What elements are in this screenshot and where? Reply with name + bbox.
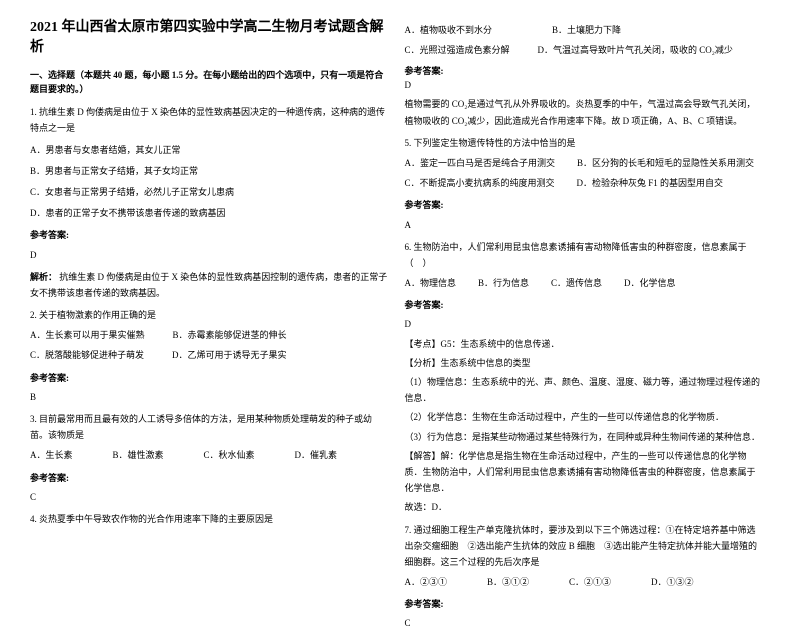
q3-opt-c: C．秋水仙素 [204,447,255,463]
q1-opt-d: D．患者的正常子女不携带该患者传递的致病基因 [30,205,389,221]
question-4-start: 4. 炎热夏季中午导致农作物的光合作用速率下降的主要原因是 [30,511,389,527]
q2-text: 2. 关于植物激素的作用正确的是 [30,307,389,323]
q5-opts-row2: C．不断提高小麦抗病系的纯度用测交 D．检验杂种灰兔 F1 的基因型用自交 [405,175,764,191]
q1-text: 1. 抗维生素 D 佝偻病是由位于 X 染色体的显性致病基因决定的一种遗传病，这… [30,104,389,136]
q2-opt-c: C．脱落酸能够促进种子萌发 [30,347,144,363]
q1-opt-c: C．女患者与正常男子结婚，必然儿子正常女儿患病 [30,184,389,200]
question-1: 1. 抗维生素 D 佝偻病是由位于 X 染色体的显性致病基因决定的一种遗传病，这… [30,104,389,301]
q6-kp: 【考点】G5：生态系统中的信息传递． [405,336,764,352]
q5-opt-d: D．检验杂种灰兔 F1 的基因型用自交 [577,175,724,191]
page-title: 2021 年山西省太原市第四实验中学高二生物月考试题含解析 [30,18,389,57]
q7-opt-a: A．②③① [405,574,448,590]
q7-opts: A．②③① B．③①② C．②①③ D．①③② [405,574,764,590]
q3-opt-b: B．雄性激素 [113,447,164,463]
q5-opt-b: B．区分狗的长毛和短毛的显隐性关系用测交 [577,155,754,171]
q3-ans-label: 参考答案: [30,470,389,486]
q6-ans: D [405,316,764,332]
q3-opt-a: A．生长素 [30,447,73,463]
q6-opt-b: B．行为信息 [478,275,529,291]
q1-ans: D [30,247,389,263]
q5-opts-row1: A．鉴定一匹白马是否是纯合子用测交 B．区分狗的长毛和短毛的显隐性关系用测交 [405,155,764,171]
q6-jd: 【解答】解：化学信息是指生物在生命活动过程中，产生的一些可以传递信息的化学物质．… [405,448,764,497]
q1-explain: 解析： 抗维生素 D 佝偻病是由位于 X 染色体的显性致病基因控制的遗传病，患者… [30,269,389,301]
q4-opt-d: D．气温过高导致叶片气孔关闭，吸收的 CO₂减少 [538,42,733,58]
q6-fx1: （1）物理信息：生态系统中的光、声、颜色、温度、湿度、磁力等，通过物理过程传递的… [405,374,764,406]
q7-text: 7. 通过细胞工程生产单克隆抗体时，要涉及到以下三个筛选过程：①在特定培养基中筛… [405,522,764,571]
q2-opt-a: A．生长素可以用于果实催熟 [30,327,145,343]
q2-ans-label: 参考答案: [30,370,389,386]
q5-ans: A [405,217,764,233]
q4-explain: 植物需要的 CO₂是通过气孔从外界吸收的。炎热夏季的中午，气温过高会导致气孔关闭… [405,96,764,128]
q6-fx2: （2）化学信息：生物在生命活动过程中，产生的一些可以传递信息的化学物质． [405,409,764,425]
q2-opts-row1: A．生长素可以用于果实催熟 B．赤霉素能够促进茎的伸长 [30,327,389,343]
q1-opt-b: B．男患者与正常女子结婚，其子女均正常 [30,163,389,179]
question-2: 2. 关于植物激素的作用正确的是 A．生长素可以用于果实催熟 B．赤霉素能够促进… [30,307,389,405]
q2-opt-b: B．赤霉素能够促进茎的伸长 [173,327,287,343]
left-column: 2021 年山西省太原市第四实验中学高二生物月考试题含解析 一、选择题（本题共 … [22,18,397,543]
explain-label: 解析： [30,272,57,282]
question-6: 6. 生物防治中，人们常利用昆虫信息素诱捕有害动物降低害虫的种群密度，信息素属于… [405,239,764,516]
q3-opt-d: D．催乳素 [295,447,338,463]
q5-opt-c: C．不断提高小麦抗病系的纯度用测交 [405,175,555,191]
q4-opts-row2: C．光照过强造成色素分解 D．气温过高导致叶片气孔关闭，吸收的 CO₂减少 [405,42,764,58]
q4-ans-label: 参考答案: [405,64,764,77]
question-7: 7. 通过细胞工程生产单克隆抗体时，要涉及到以下三个筛选过程：①在特定培养基中筛… [405,522,764,632]
q5-text: 5. 下列鉴定生物遗传特性的方法中恰当的是 [405,135,764,151]
q1-explain-text: 抗维生素 D 佝偻病是由位于 X 染色体的显性致病基因控制的遗传病，患者的正常子… [30,272,387,298]
q3-opts: A．生长素 B．雄性激素 C．秋水仙素 D．催乳素 [30,447,389,463]
q6-fx: 【分析】生态系统中信息的类型 [405,355,764,371]
q7-ans: C [405,615,764,631]
q1-ans-label: 参考答案: [30,227,389,243]
q4-opt-a: A．植物吸收不到水分 [405,22,493,38]
q3-ans: C [30,489,389,505]
q2-ans: B [30,389,389,405]
q7-ans-label: 参考答案: [405,596,764,612]
q6-ans-label: 参考答案: [405,297,764,313]
q7-opt-c: C．②①③ [569,574,611,590]
q3-text: 3. 目前最常用而且最有效的人工诱导多倍体的方法，是用某种物质处理萌发的种子或幼… [30,411,389,443]
q6-fx3: （3）行为信息：是指某些动物通过某些特殊行为，在同种或异种生物间传递的某种信息． [405,429,764,445]
q2-opts-row2: C．脱落酸能够促进种子萌发 D．乙烯可用于诱导无子果实 [30,347,389,363]
q7-opt-d: D．①③② [651,574,694,590]
q6-opt-a: A．物理信息 [405,275,457,291]
q6-text: 6. 生物防治中，人们常利用昆虫信息素诱捕有害动物降低害虫的种群密度，信息素属于… [405,239,764,271]
q4-text: 4. 炎热夏季中午导致农作物的光合作用速率下降的主要原因是 [30,511,389,527]
section-1-header: 一、选择题（本题共 40 题，每小题 1.5 分。在每小题给出的四个选项中，只有… [30,69,389,96]
q6-sel: 故选：D． [405,499,764,515]
question-5: 5. 下列鉴定生物遗传特性的方法中恰当的是 A．鉴定一匹白马是否是纯合子用测交 … [405,135,764,233]
question-3: 3. 目前最常用而且最有效的人工诱导多倍体的方法，是用某种物质处理萌发的种子或幼… [30,411,389,505]
q4-opts-row1: A．植物吸收不到水分 B．土壤肥力下降 [405,22,764,38]
q4-opt-b: B．土壤肥力下降 [552,22,621,38]
q1-opt-a: A．男患者与女患者结婚，其女儿正常 [30,142,389,158]
q6-opt-c: C．遗传信息 [551,275,602,291]
q5-opt-a: A．鉴定一匹白马是否是纯合子用测交 [405,155,556,171]
q6-opts: A．物理信息 B．行为信息 C．遗传信息 D．化学信息 [405,275,764,291]
q4-opt-c: C．光照过强造成色素分解 [405,42,510,58]
q4-ans: D [405,80,764,90]
q7-opt-b: B．③①② [487,574,529,590]
q6-opt-d: D．化学信息 [624,275,676,291]
q5-ans-label: 参考答案: [405,197,764,213]
q2-opt-d: D．乙烯可用于诱导无子果实 [172,347,287,363]
right-column: A．植物吸收不到水分 B．土壤肥力下降 C．光照过强造成色素分解 D．气温过高导… [397,18,772,543]
